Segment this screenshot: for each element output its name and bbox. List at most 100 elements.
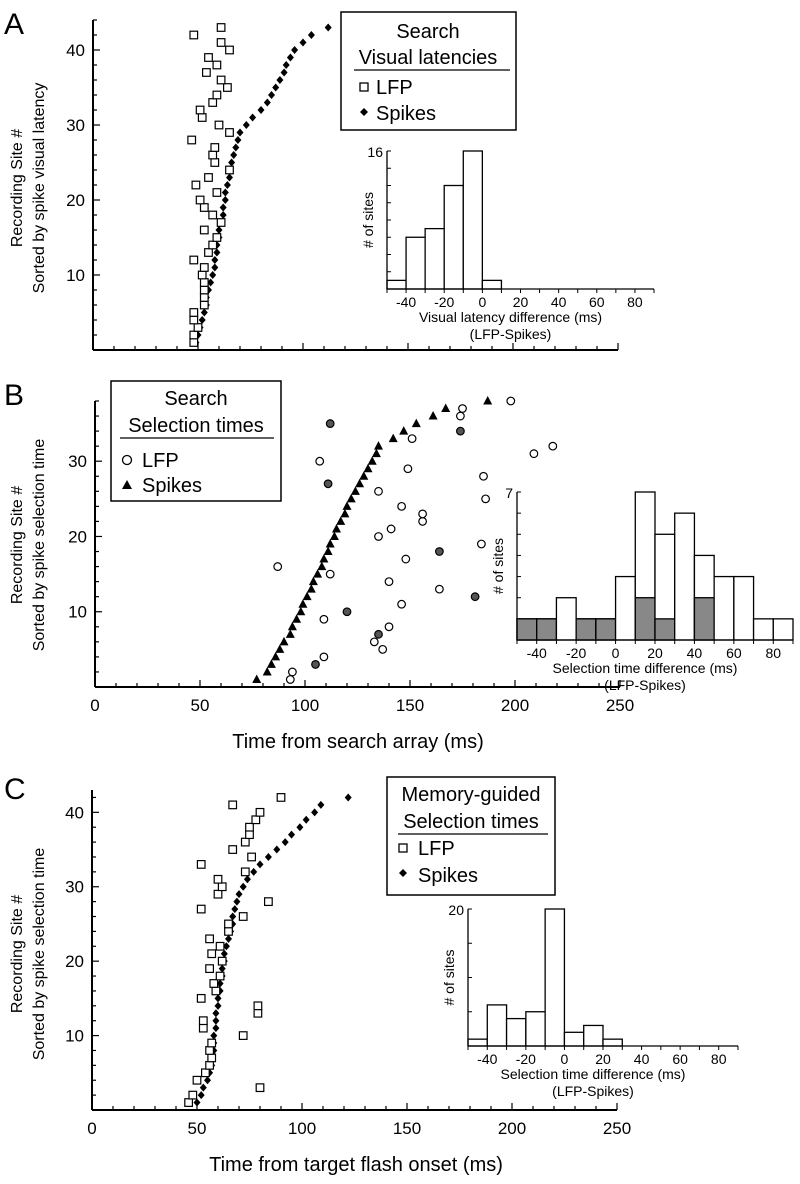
panel-a: A Recording Site # Sorted by spike visua…	[4, 8, 655, 351]
lfp-point	[470, 592, 480, 602]
lfp-point	[199, 285, 209, 295]
histogram-bar	[583, 1024, 604, 1047]
spikes-point	[291, 46, 299, 54]
lfp-point	[205, 964, 215, 974]
lfp-point	[224, 919, 233, 929]
spikes-point	[298, 599, 308, 608]
legend-spikes-label: Spikes	[376, 103, 436, 125]
inset-histogram: 7 -40 -20 0 20 40 60 80 Selection time differenc…	[490, 485, 794, 693]
inset-x-tick-label: -20	[566, 645, 586, 661]
spikes-point	[346, 493, 356, 503]
spikes-point	[411, 418, 421, 428]
lfp-point	[288, 667, 297, 677]
histogram-bar	[405, 236, 426, 290]
lfp-point	[208, 150, 218, 160]
histogram-bar	[563, 1031, 585, 1047]
y-axis-label: Recording Site #	[9, 895, 26, 1013]
lfp-point	[207, 1053, 217, 1063]
lfp-point	[369, 637, 379, 647]
legend-spikes-marker	[360, 108, 368, 116]
inset-y-label: # of sites	[490, 538, 506, 594]
lfp-point	[481, 494, 491, 504]
y-tick-label: 20	[66, 191, 85, 210]
x-tick-label: 150	[396, 696, 424, 715]
spikes-point	[483, 396, 493, 405]
spikes-point	[281, 838, 289, 847]
lfp-point	[217, 956, 227, 966]
inset-x-tick-label: 20	[647, 645, 663, 661]
spikes-point	[359, 471, 369, 480]
inset-x-tick-label: 40	[634, 1051, 650, 1067]
legend: Search Visual latencies LFP Spikes	[340, 11, 517, 131]
y-tick-label: 30	[65, 878, 84, 897]
lfp-point	[205, 1046, 215, 1055]
spikes-point	[428, 411, 438, 420]
spikes-point	[441, 403, 451, 413]
spikes-point	[236, 128, 244, 137]
inset-x-tick-label: 0	[561, 1051, 569, 1067]
x-tick-label: 250	[603, 1119, 631, 1138]
spikes-point	[311, 808, 319, 817]
panel-b: B Recording Site # Sorted by spike selec…	[4, 379, 794, 753]
histogram-bar	[713, 575, 735, 641]
lfp-point	[199, 225, 209, 235]
lfp-point	[191, 180, 201, 190]
lfp-point	[224, 926, 233, 936]
lfp-point	[188, 1090, 198, 1100]
x-tick-label: 250	[606, 696, 634, 715]
histogram-bar-shaded	[575, 618, 597, 641]
spikes-point	[207, 278, 215, 287]
inset-x-label: (LFP-Spikes)	[552, 1083, 634, 1099]
spikes-point	[231, 905, 239, 914]
lfp-point	[204, 173, 213, 182]
legend-subtitle: Selection times	[128, 415, 264, 437]
lfp-point	[189, 308, 199, 317]
spikes-point	[275, 644, 285, 653]
spikes-point	[266, 659, 276, 668]
inset-x-label: (LFP-Spikes)	[604, 677, 686, 693]
histogram-bar-shaded	[693, 597, 715, 641]
lfp-point	[207, 949, 217, 959]
lfp-point	[456, 426, 465, 436]
spikes-point	[212, 1009, 220, 1018]
spikes-point	[198, 316, 206, 324]
lfp-point	[403, 464, 413, 474]
legend-subtitle: Visual latencies	[359, 47, 498, 69]
legend-spikes-marker	[399, 869, 407, 877]
lfp-point	[204, 53, 213, 62]
x-axis-label: Time from search array (ms)	[232, 731, 484, 753]
histogram-bar	[752, 618, 774, 641]
lfp-point	[208, 240, 218, 250]
lfp-point	[189, 330, 199, 340]
spikes-point	[363, 463, 373, 473]
lfp-point	[216, 218, 226, 227]
lfp-point	[407, 434, 417, 444]
inset-histogram: 16 -40 -20 0 20 40 60 80 Visual latency differen…	[360, 144, 655, 342]
spikes-point	[252, 674, 262, 683]
lfp-point	[212, 60, 222, 70]
y-axis-label: Sorted by spike visual latency	[31, 83, 48, 294]
x-tick-label: 100	[288, 1119, 316, 1138]
spikes-point	[233, 897, 241, 906]
spikes-point	[276, 76, 284, 84]
lfp-point	[506, 396, 516, 406]
lfp-point	[374, 486, 383, 496]
spikes-point	[325, 539, 335, 548]
lfp-point	[319, 614, 329, 624]
inset-x-tick-label: 60	[589, 294, 605, 310]
panel-c: C Recording Site # Sorted by spike selec…	[4, 773, 739, 1176]
lfp-point	[397, 501, 407, 511]
lfp-point	[378, 644, 388, 654]
spikes-point	[264, 852, 272, 861]
spikes-point	[249, 113, 257, 122]
inset-x-tick-label: -20	[434, 294, 454, 310]
legend-spikes-label: Spikes	[142, 475, 202, 497]
legend: Memory-guided Selection times LFP Spikes	[386, 776, 556, 896]
inset-x-tick-label: -40	[396, 294, 416, 310]
lfp-point	[187, 135, 197, 145]
spikes-point	[324, 23, 332, 32]
spikes-point	[257, 106, 265, 114]
spikes-point	[313, 569, 323, 578]
spikes-point	[292, 614, 302, 623]
